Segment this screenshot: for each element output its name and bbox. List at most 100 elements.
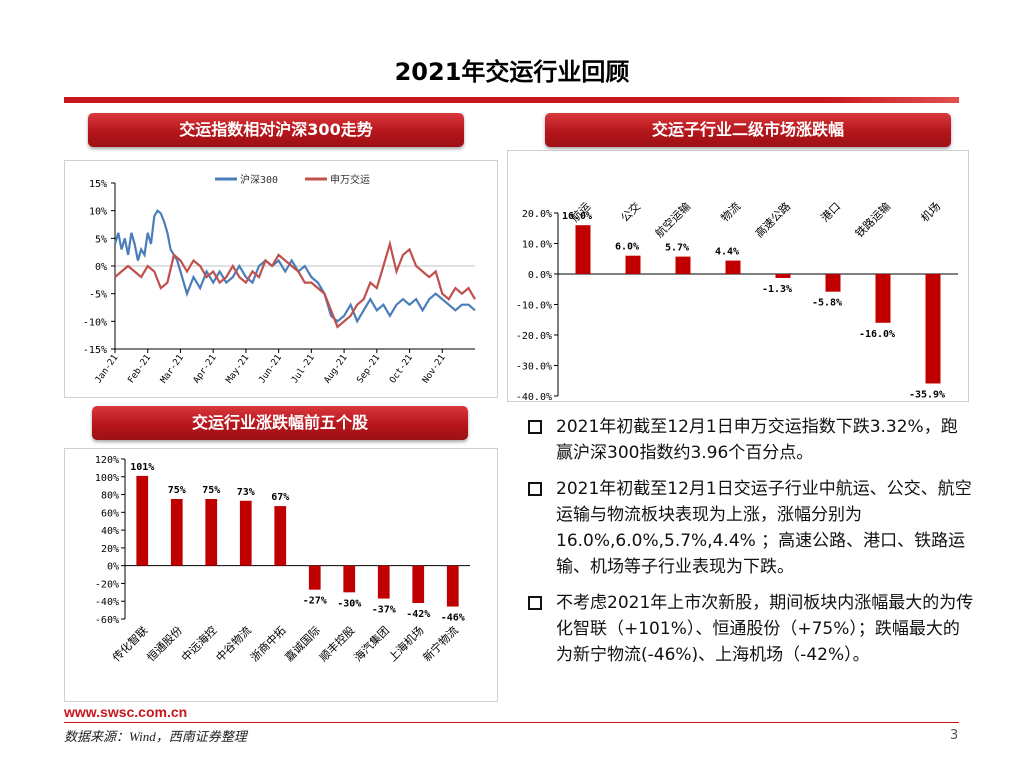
bar [274,506,287,566]
y-tick-label: -30.0% [516,362,552,373]
bar [925,274,941,384]
x-tick-label: Jan-21 [94,353,121,385]
page-number: 3 [950,728,959,743]
footer-url[interactable]: www.swsc.com.cn [64,704,188,720]
category-label: 港口 [818,200,843,225]
category-label: 新宁物流 [420,623,461,664]
square-bullet-icon [528,420,542,434]
subindustry-chart-header: 交运子行业二级市场涨跌幅 [545,113,951,147]
data-label: -42% [406,609,430,620]
index-chart-header: 交运指数相对沪深300走势 [88,113,464,147]
y-tick-label: 60% [101,508,119,519]
bar [412,565,425,603]
series-line-2 [114,239,476,329]
x-tick-label: Aug-21 [323,353,350,385]
data-label: 5.7% [665,243,689,254]
y-tick-label: 80% [101,491,119,502]
bar [675,256,691,274]
category-label: 机场 [918,199,943,224]
y-tick-label: 120% [95,455,119,466]
summary-bullet-2: 2021年初截至12月1日交运子行业中航运、公交、航空运输与物流板块表现为上涨，… [524,476,974,580]
category-label: 上海机场 [385,623,426,664]
y-tick-label: 5% [95,234,107,245]
category-label: 传化智联 [109,623,150,664]
title-divider [64,97,959,103]
bar [136,475,149,566]
y-tick-label: 20% [101,544,119,555]
data-label: 101% [130,462,154,473]
y-tick-label: 0% [95,262,107,273]
bar [446,565,459,607]
y-tick-label: -10.0% [516,301,552,312]
summary-bullet-3: 不考虑2021年上市次新股，期间板块内涨幅最大的为传化智联（+101%）、恒通股… [524,590,974,668]
bar [775,274,791,278]
square-bullet-icon [528,482,542,496]
bar [575,225,591,274]
data-label: 16.0% [562,211,592,222]
category-label: 恒通股份 [145,624,185,664]
y-tick-label: -20% [95,579,119,590]
y-tick-label: -15% [83,345,107,356]
data-label: -27% [303,596,327,607]
y-tick-label: 20.0% [522,209,552,220]
y-tick-label: 10.0% [522,240,552,251]
page-title: 2021年交运行业回顾 [394,58,630,86]
data-label: -5.8% [812,298,842,309]
index-line-chart: 15%10%5%0%-5%-10%-15%Jan-21 Feb-21 Mar-21 A… [83,173,476,385]
series-line-1 [113,209,476,324]
summary-bullets: 2021年初截至12月1日申万交运指数下跌3.32%，跑赢沪深300指数约3.9… [524,414,974,678]
x-tick-label: Feb-21 [126,353,153,385]
x-tick-label: Nov-21 [421,353,448,385]
bar [825,274,841,292]
data-label: 6.0% [615,242,639,253]
data-label: -46% [441,613,465,624]
x-tick-label: Sep-21 [355,353,382,385]
y-tick-label: 0.0% [528,270,552,281]
y-tick-label: -20.0% [516,331,552,342]
bar [725,260,741,274]
square-bullet-icon [528,596,542,610]
category-label: 中远海控 [178,623,219,664]
category-label: 高速公路 [752,199,793,240]
bar [875,274,891,323]
y-tick-label: -40% [95,597,119,608]
footer-divider [64,722,959,723]
data-label: 75% [168,485,186,496]
data-label: -16.0% [859,329,895,340]
y-tick-label: -60% [95,615,119,626]
index-chart-panel: 15% 10% 5% 0% -5% -10% -15% Jan-21 Feb-21 Mar-21 A… [64,160,498,398]
y-tick-label: 10% [89,207,107,218]
data-label: 4.4% [715,247,739,258]
y-tick-label: -40.0% [516,392,552,401]
bar [625,255,641,274]
data-label: -30% [337,598,361,609]
x-tick-label: Apr-21 [192,353,219,385]
x-tick-label: Mar-21 [159,353,186,385]
bullet-text: 2021年初截至12月1日交运子行业中航运、公交、航空运输与物流板块表现为上涨，… [556,479,972,577]
category-label: 物流 [718,199,743,224]
bar [308,565,321,590]
category-label: 浙商中拓 [247,623,288,664]
data-label: 67% [271,492,289,503]
category-label: 铁路运输 [852,199,893,240]
y-tick-label: -10% [83,317,107,328]
category-label: 中谷物流 [213,623,254,664]
top-stocks-chart-panel: 120% 100% 80% 60% 40% 20% 0% -20% -40% -60% 101% 传化… [64,448,498,702]
x-tick-label: May-21 [225,353,252,385]
category-label: 海汽集团 [351,623,392,664]
legend-label-1: 沪深300 [240,173,278,186]
legend-label-2: 申万交运 [330,173,370,186]
bar [170,499,183,566]
top-stocks-bar-chart: 120% 100% 80% 60% 40% 20% 0% -20% -40% -60% 101% 传化… [95,455,470,664]
y-tick-label: 15% [89,179,107,190]
data-label: 75% [202,485,220,496]
bullet-text: 不考虑2021年上市次新股，期间板块内涨幅最大的为传化智联（+101%）、恒通股… [556,593,974,665]
data-label: -37% [372,605,396,616]
y-tick-label: 100% [95,473,119,484]
top-stocks-chart-header: 交运行业涨跌幅前五个股 [92,406,468,440]
bar [343,565,356,593]
category-label: 公交 [618,199,643,224]
category-label: 航空运输 [652,199,693,240]
bar [377,565,390,599]
x-tick-label: Jun-21 [257,353,284,385]
